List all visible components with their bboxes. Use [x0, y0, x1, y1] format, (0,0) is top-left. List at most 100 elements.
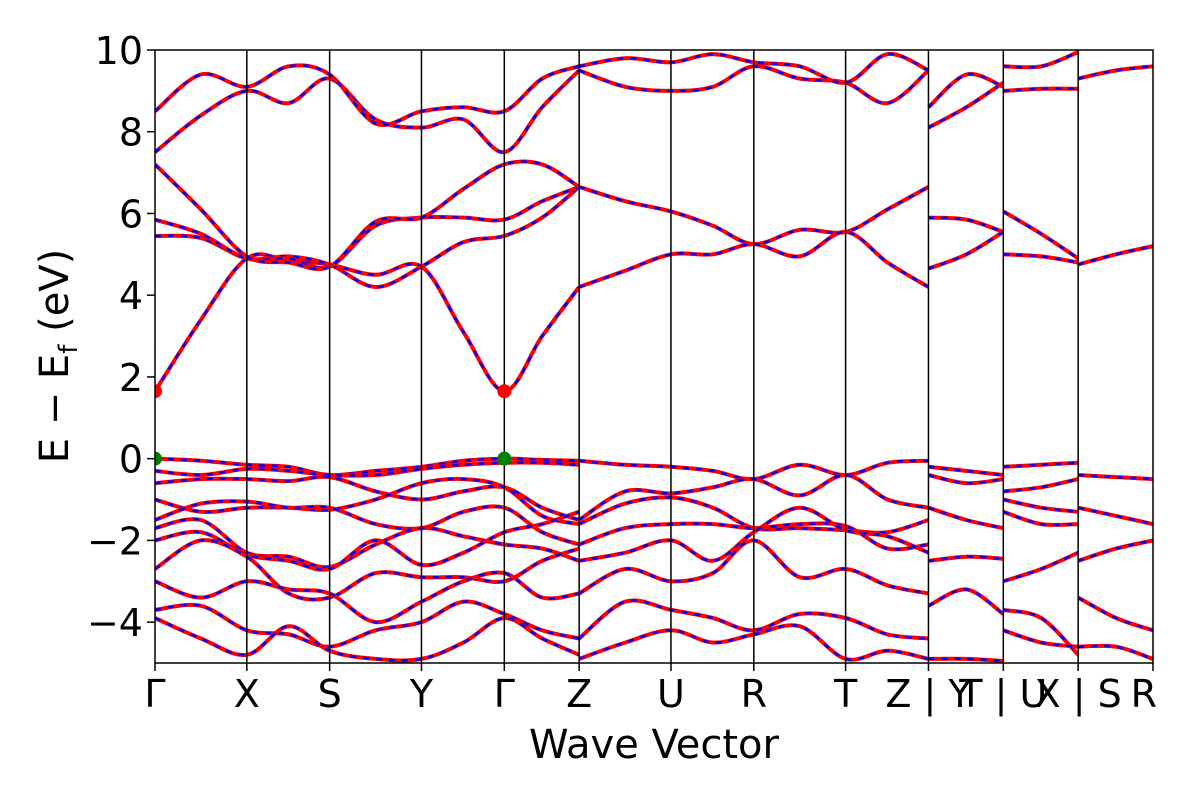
band-line-overlay — [578, 522, 929, 551]
band-line-overlay — [1003, 461, 1079, 469]
cbm-marker — [497, 384, 512, 399]
plot-frame — [154, 49, 1154, 664]
band-line — [1002, 497, 1079, 514]
band-line — [155, 68, 581, 155]
band-line-overlay — [928, 216, 1004, 234]
y-axis-label-main: E − E — [32, 354, 78, 464]
band-line — [155, 599, 580, 649]
k-point-lines — [246, 50, 1079, 663]
band-line — [155, 63, 580, 127]
band-line — [928, 215, 1004, 234]
band-line-overlay — [928, 465, 1004, 477]
band-line — [1003, 86, 1079, 93]
band-line-overlay — [155, 477, 580, 526]
band-line — [928, 554, 1004, 563]
vbm-marker — [155, 451, 162, 466]
x-tick-label: T | U — [958, 672, 1047, 717]
band-line-overlay — [1077, 539, 1153, 562]
y-tick-label: 2 — [119, 356, 143, 400]
band-line-overlay — [1002, 210, 1079, 260]
band-line-overlay — [155, 600, 580, 648]
x-tick-label: S — [318, 672, 342, 716]
y-tick-label: 6 — [119, 192, 143, 236]
band-line — [928, 464, 1004, 477]
band-line — [155, 616, 580, 663]
band-line — [928, 473, 1004, 486]
band-line-overlay — [928, 230, 1004, 270]
band-line — [927, 230, 1005, 271]
band-line-overlay — [155, 499, 580, 546]
band-line-overlay — [155, 457, 580, 477]
vbm-marker — [497, 451, 512, 466]
band-line-overlay — [1003, 87, 1079, 93]
band-line-overlay — [1003, 498, 1079, 514]
y-axis-label-unit: (eV) — [32, 249, 78, 345]
band-line — [1003, 252, 1079, 265]
band-line-overlay — [1078, 473, 1153, 481]
cbm-marker — [155, 384, 162, 399]
band-line — [1002, 628, 1079, 649]
x-tick-label: Γ — [144, 672, 165, 716]
x-axis-label: Wave Vector — [529, 722, 780, 768]
band-line-overlay — [1002, 629, 1079, 648]
band-line — [155, 460, 580, 478]
band-line-overlay — [155, 475, 580, 522]
y-tick-label: 0 — [119, 438, 143, 482]
band-line-overlay — [1003, 253, 1079, 264]
band-line — [1078, 473, 1153, 482]
x-tick-label: Y — [409, 672, 434, 716]
y-tick-label: 10 — [95, 29, 143, 73]
band-line — [1003, 477, 1079, 494]
y-axis-label: E − Ef (eV) — [32, 249, 84, 464]
band-line-overlay — [578, 506, 929, 563]
band-line — [1003, 50, 1079, 70]
band-line — [1077, 505, 1153, 527]
band-line-overlay — [927, 81, 1004, 129]
band-line-overlay — [927, 72, 1004, 109]
band-line — [155, 252, 581, 394]
band-line — [1003, 460, 1079, 469]
band-line-overlay — [928, 555, 1004, 563]
y-tick-label: −4 — [87, 601, 143, 645]
x-tick-label: Γ — [494, 672, 515, 716]
x-tick-label: U — [657, 672, 685, 716]
band-line — [927, 587, 1005, 616]
band-line-overlay — [155, 160, 580, 271]
y-tick-label: −2 — [87, 519, 143, 563]
band-line-overlay — [155, 616, 580, 662]
band-line-overlay — [1002, 510, 1079, 527]
x-tick-label: X | S — [1035, 672, 1122, 717]
x-tick-label: Z — [566, 672, 592, 716]
band-line-overlay — [1077, 65, 1153, 80]
band-line — [928, 656, 1004, 663]
band-line-overlay — [1003, 477, 1079, 493]
band-line-overlay — [1002, 551, 1079, 583]
band-line-overlay — [1077, 596, 1153, 632]
band-line — [1077, 595, 1153, 633]
band-line — [155, 517, 580, 570]
y-axis-label-subscript: f — [54, 344, 84, 354]
band-line-overlay — [1003, 50, 1079, 69]
y-axis-ticks: −4 −2 0 2 4 6 8 10 — [87, 29, 155, 645]
band-line — [1077, 64, 1153, 81]
band-line-overlay — [928, 657, 1004, 663]
band-line-overlay — [927, 588, 1005, 616]
band-line-overlay — [578, 459, 929, 481]
band-line-overlay — [928, 506, 1004, 530]
band-line — [1078, 643, 1153, 661]
band-line-overlay — [1077, 244, 1153, 266]
band-line-overlay — [155, 571, 580, 624]
band-line-overlay — [155, 461, 580, 477]
x-tick-label: T — [833, 672, 858, 716]
y-tick-label: 4 — [119, 274, 143, 318]
band-line-overlay — [928, 473, 1004, 485]
y-tick-label: 8 — [119, 111, 143, 155]
x-tick-label: X — [234, 672, 260, 716]
band-line-overlay — [155, 64, 580, 127]
x-tick-label: Z | Y — [885, 672, 972, 717]
extrema-markers — [155, 384, 512, 466]
x-tick-label: R — [741, 672, 767, 716]
band-line-overlay — [1077, 506, 1153, 526]
